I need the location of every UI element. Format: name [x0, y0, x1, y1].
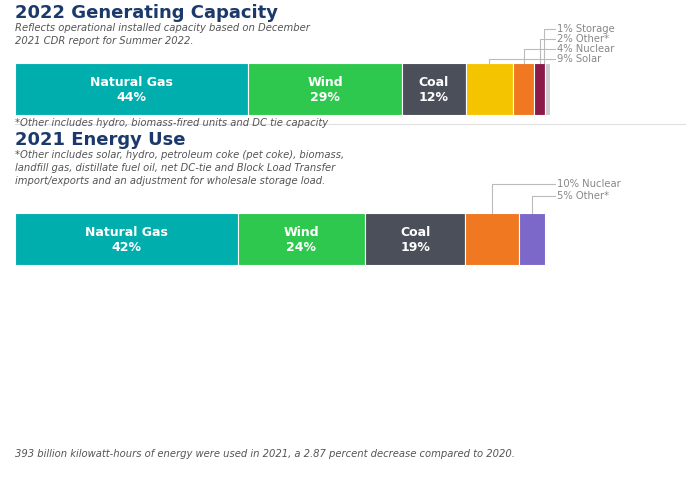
Text: 1% Storage: 1% Storage — [557, 24, 615, 34]
Bar — [534, 63, 545, 115]
Text: Natural Gas: Natural Gas — [85, 226, 168, 239]
Bar — [248, 63, 402, 115]
Text: *Other includes hydro, biomass-fired units and DC tie capacity: *Other includes hydro, biomass-fired uni… — [15, 118, 328, 128]
Text: 2022 Generating Capacity: 2022 Generating Capacity — [15, 4, 278, 22]
Bar — [466, 63, 513, 115]
Bar — [15, 213, 237, 265]
Bar — [402, 63, 466, 115]
Text: Reflects operational installed capacity based on December
2021 CDR report for Su: Reflects operational installed capacity … — [15, 23, 310, 46]
Text: 5% Other*: 5% Other* — [557, 191, 609, 201]
Bar — [513, 63, 534, 115]
Text: 42%: 42% — [111, 240, 141, 253]
Bar — [466, 213, 519, 265]
Text: 29%: 29% — [310, 91, 340, 103]
Text: Wind: Wind — [284, 226, 319, 239]
Text: Natural Gas: Natural Gas — [90, 76, 173, 89]
Text: Wind: Wind — [307, 76, 343, 89]
Bar — [365, 213, 466, 265]
Bar — [237, 213, 365, 265]
Text: 2021 Energy Use: 2021 Energy Use — [15, 131, 186, 149]
Text: 10% Nuclear: 10% Nuclear — [557, 179, 621, 189]
Text: 9% Solar: 9% Solar — [557, 54, 601, 64]
Text: 12%: 12% — [419, 91, 449, 103]
Text: Coal: Coal — [400, 226, 430, 239]
Text: 19%: 19% — [400, 240, 430, 253]
Text: 2% Other*: 2% Other* — [557, 34, 609, 44]
Text: 24%: 24% — [286, 240, 316, 253]
Text: *Other includes solar, hydro, petroleum coke (pet coke), biomass,
landfill gas, : *Other includes solar, hydro, petroleum … — [15, 150, 344, 186]
Text: 393 billion kilowatt-hours of energy were used in 2021, a 2.87 percent decrease : 393 billion kilowatt-hours of energy wer… — [15, 449, 515, 459]
Text: 4% Nuclear: 4% Nuclear — [557, 44, 615, 54]
Bar — [545, 63, 550, 115]
Bar — [519, 213, 545, 265]
Text: 44%: 44% — [117, 91, 146, 103]
Text: Coal: Coal — [419, 76, 449, 89]
Bar — [15, 63, 248, 115]
